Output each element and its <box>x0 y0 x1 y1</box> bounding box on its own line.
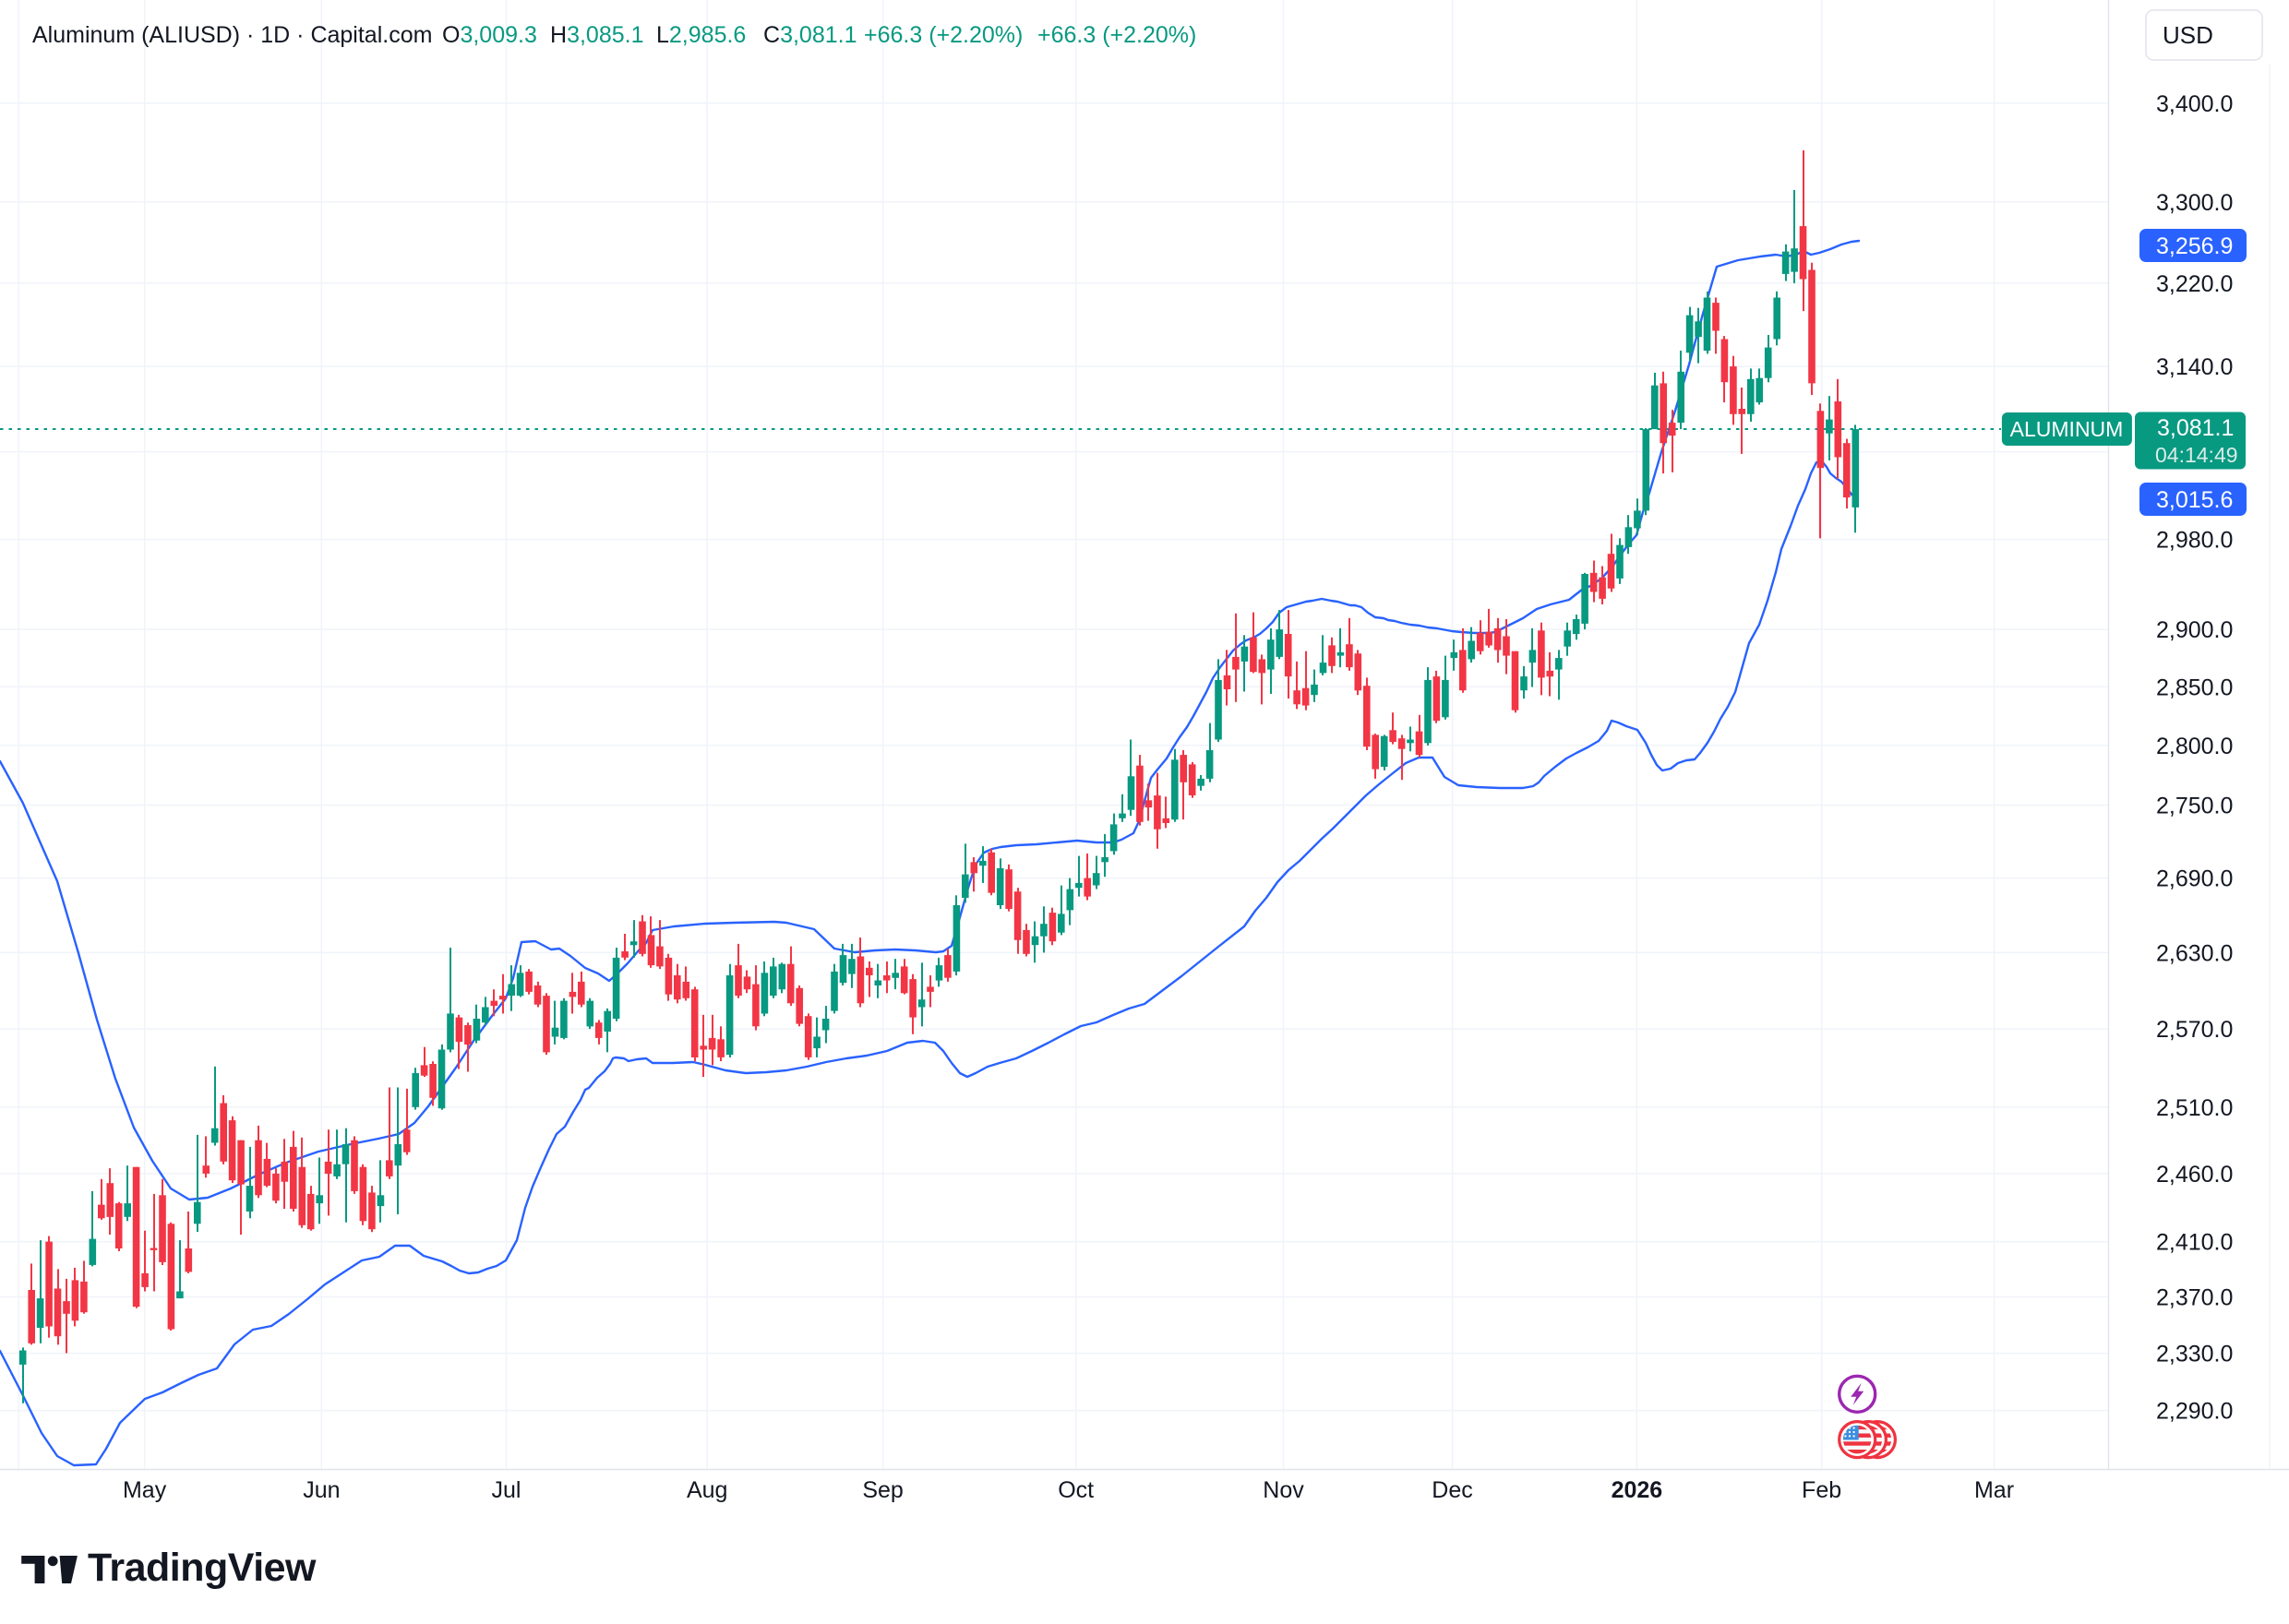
svg-text:Oct: Oct <box>1058 1477 1094 1503</box>
svg-text:3,220.0: 3,220.0 <box>2156 271 2233 297</box>
svg-text:2,800.0: 2,800.0 <box>2156 734 2233 759</box>
svg-text:2,980.0: 2,980.0 <box>2156 528 2233 554</box>
svg-text:2,410.0: 2,410.0 <box>2156 1230 2233 1256</box>
svg-text:2,630.0: 2,630.0 <box>2156 940 2233 966</box>
svg-text:04:14:49: 04:14:49 <box>2155 443 2238 467</box>
svg-text:3,081.1: 3,081.1 <box>2157 415 2234 441</box>
svg-text:3,400.0: 3,400.0 <box>2156 91 2233 117</box>
svg-text:2026: 2026 <box>1612 1477 1663 1503</box>
svg-text:Jul: Jul <box>492 1477 521 1503</box>
svg-text:Aug: Aug <box>687 1477 727 1503</box>
svg-text:+66.3 (+2.20%): +66.3 (+2.20%) <box>864 22 1023 48</box>
svg-text:2,900.0: 2,900.0 <box>2156 617 2233 643</box>
svg-text:C3,081.1: C3,081.1 <box>763 22 857 48</box>
svg-text:Jun: Jun <box>303 1477 340 1503</box>
svg-text:L2,985.6: L2,985.6 <box>656 22 746 48</box>
svg-text:2,290.0: 2,290.0 <box>2156 1399 2233 1425</box>
svg-text:O3,009.3: O3,009.3 <box>442 22 537 48</box>
svg-text:May: May <box>123 1477 167 1503</box>
svg-text:ALUMINUM: ALUMINUM <box>2010 417 2124 441</box>
svg-text:Aluminum (ALIUSD) · 1D · Capit: Aluminum (ALIUSD) · 1D · Capital.com <box>32 22 432 48</box>
svg-text:2,510.0: 2,510.0 <box>2156 1095 2233 1121</box>
svg-text:3,256.9: 3,256.9 <box>2156 233 2233 259</box>
svg-text:2,850.0: 2,850.0 <box>2156 675 2233 700</box>
svg-text:+66.3 (+2.20%): +66.3 (+2.20%) <box>1037 22 1196 48</box>
svg-text:H3,085.1: H3,085.1 <box>550 22 643 48</box>
svg-text:Mar: Mar <box>1974 1477 2014 1503</box>
svg-text:2,330.0: 2,330.0 <box>2156 1342 2233 1367</box>
svg-text:2,460.0: 2,460.0 <box>2156 1162 2233 1188</box>
svg-text:2,370.0: 2,370.0 <box>2156 1285 2233 1311</box>
svg-text:Sep: Sep <box>862 1477 903 1503</box>
svg-text:Feb: Feb <box>1802 1477 1841 1503</box>
svg-text:TradingView: TradingView <box>88 1546 317 1590</box>
svg-text:2,570.0: 2,570.0 <box>2156 1017 2233 1043</box>
svg-text:Nov: Nov <box>1263 1477 1304 1503</box>
svg-text:2,690.0: 2,690.0 <box>2156 866 2233 892</box>
svg-text:3,015.6: 3,015.6 <box>2156 487 2233 513</box>
svg-text:Dec: Dec <box>1432 1477 1472 1503</box>
svg-text:USD: USD <box>2163 21 2213 49</box>
svg-text:2,750.0: 2,750.0 <box>2156 794 2233 819</box>
svg-text:3,300.0: 3,300.0 <box>2156 190 2233 216</box>
svg-text:3,140.0: 3,140.0 <box>2156 354 2233 380</box>
